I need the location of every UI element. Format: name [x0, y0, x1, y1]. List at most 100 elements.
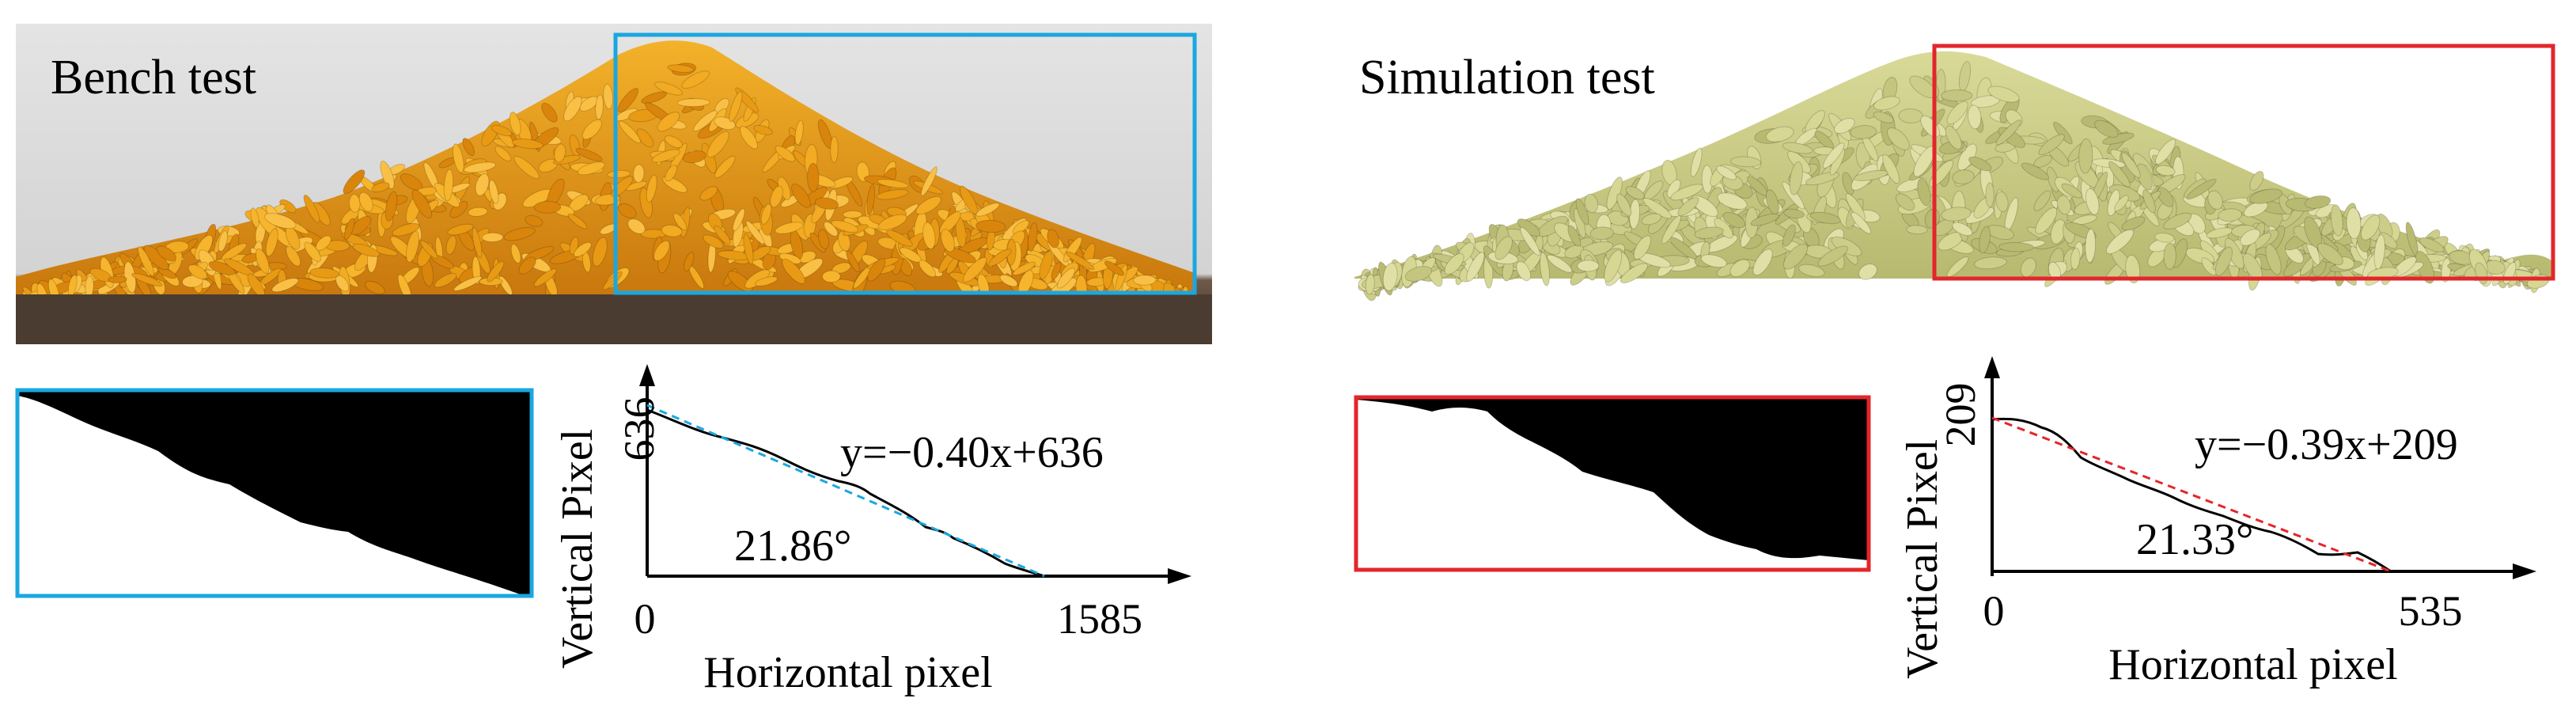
- grain: [1619, 263, 1649, 283]
- grain: [1444, 252, 1464, 275]
- simulation-x-tick-origin: 0: [1983, 587, 2005, 635]
- grain: [2317, 242, 2343, 266]
- grain: [1642, 197, 1672, 219]
- simulation-x-label: Horizontal pixel: [2108, 640, 2397, 689]
- grain: [699, 186, 718, 201]
- grain: [1952, 222, 1973, 237]
- grain: [452, 143, 464, 173]
- bench-y-label: Vertical Pixel: [553, 429, 602, 669]
- grain: [1917, 177, 1931, 207]
- bench-roi-box: [613, 32, 1197, 295]
- simulation-roi-box: [1932, 44, 2555, 281]
- grain: [664, 135, 683, 149]
- grain: [157, 267, 177, 279]
- grain: [1104, 260, 1125, 276]
- grain: [1805, 172, 1839, 186]
- grain: [2085, 228, 2097, 264]
- bench-profile-plot: y=−0.40x+636 21.86° 636 Vertical Pixel 0…: [553, 364, 1191, 697]
- grain: [807, 162, 820, 193]
- grain: [1065, 251, 1095, 271]
- grain: [1765, 126, 1794, 142]
- grain: [1998, 241, 2034, 252]
- grain: [475, 173, 490, 196]
- grain: [1941, 207, 1972, 222]
- grain: [1968, 104, 1982, 130]
- grain: [1750, 213, 1780, 226]
- grain: [739, 126, 759, 150]
- grain: [1952, 169, 1976, 185]
- grain: [2249, 188, 2283, 204]
- grain: [1873, 96, 1900, 111]
- simulation-binary-image: [1354, 395, 1871, 572]
- grain: [830, 135, 839, 163]
- grain: [510, 243, 521, 264]
- grain: [877, 214, 907, 230]
- grain: [1941, 89, 1973, 102]
- grain: [988, 248, 1012, 267]
- grain: [1817, 245, 1848, 267]
- grain: [2114, 195, 2129, 212]
- grain: [181, 275, 203, 288]
- grain: [2033, 154, 2053, 168]
- grain: [2105, 229, 2135, 255]
- grain: [1729, 259, 1750, 278]
- grain: [1616, 193, 1632, 217]
- grain: [1404, 265, 1433, 283]
- grain: [2155, 165, 2176, 176]
- grain: [2021, 162, 2050, 180]
- grain: [462, 138, 475, 157]
- grain: [1012, 261, 1036, 276]
- grain: [1845, 193, 1866, 221]
- grain: [343, 218, 355, 241]
- grain: [503, 226, 536, 241]
- grain: [703, 234, 724, 249]
- grain: [2378, 232, 2398, 249]
- grain: [443, 169, 454, 202]
- grain: [2330, 204, 2343, 237]
- grain: [108, 275, 127, 284]
- grain: [188, 264, 208, 280]
- grain: [1589, 226, 1614, 241]
- grain: [525, 214, 544, 227]
- grain: [1633, 235, 1652, 260]
- grain: [411, 189, 433, 218]
- grain: [1466, 252, 1485, 283]
- grain: [2142, 189, 2156, 214]
- grain: [1717, 192, 1748, 210]
- grain: [223, 258, 255, 276]
- grain: [2186, 178, 2217, 200]
- grain: [1809, 211, 1841, 225]
- grain: [271, 278, 299, 293]
- grain: [775, 222, 804, 234]
- grain: [420, 240, 438, 260]
- grain: [707, 131, 729, 158]
- grain: [447, 223, 474, 236]
- grain: [1716, 165, 1737, 180]
- grain: [831, 220, 859, 233]
- grain: [919, 260, 936, 278]
- bench-photo: Bench test: [16, 24, 1212, 344]
- grain: [567, 213, 588, 230]
- grain: [2121, 216, 2146, 231]
- grain: [255, 248, 270, 275]
- grain: [221, 243, 247, 261]
- grain: [714, 225, 731, 245]
- grain: [343, 169, 366, 195]
- grain: [920, 166, 938, 196]
- grain: [208, 260, 236, 275]
- grain: [975, 203, 1000, 217]
- grain: [672, 212, 688, 231]
- grain: [1833, 118, 1855, 135]
- grain: [2056, 195, 2071, 215]
- grain: [1547, 254, 1573, 273]
- grain: [2125, 254, 2141, 284]
- grain: [2038, 134, 2065, 156]
- grain: [1782, 243, 1809, 270]
- simulation-profile-curve: [1991, 417, 2392, 573]
- grain: [513, 156, 540, 180]
- grain: [2249, 170, 2264, 192]
- grain: [365, 280, 385, 295]
- grain: [481, 232, 504, 243]
- grain: [2218, 208, 2243, 222]
- grain: [944, 247, 976, 264]
